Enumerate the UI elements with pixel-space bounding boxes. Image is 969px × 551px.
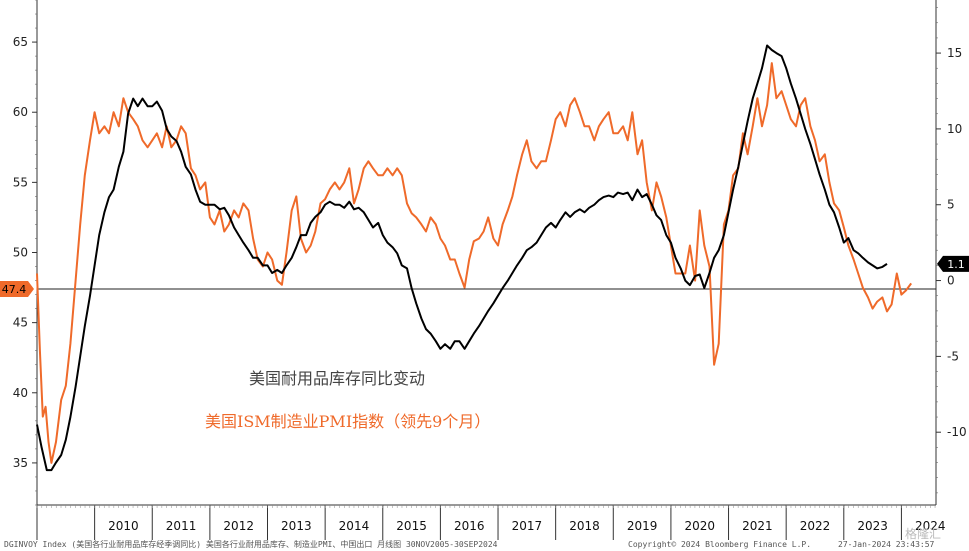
left-tick-label: 50 xyxy=(13,246,28,260)
right-tick-label: 5 xyxy=(947,198,955,212)
right-tick-label: -5 xyxy=(947,349,959,363)
left-tick-label: 40 xyxy=(13,386,28,400)
left-tick-label: 60 xyxy=(13,105,28,119)
year-label: 2022 xyxy=(800,519,831,533)
year-label: 2015 xyxy=(396,519,427,533)
year-label: 2014 xyxy=(339,519,370,533)
series-ism-pmi-line xyxy=(36,62,913,464)
right-tick-label: 10 xyxy=(947,122,962,136)
left-value-badge xyxy=(0,280,34,297)
right-tick-label: 0 xyxy=(947,274,955,288)
year-label: 2017 xyxy=(512,519,543,533)
right-tick-label: -10 xyxy=(947,425,967,439)
left-tick-label: 45 xyxy=(13,316,28,330)
series-layer xyxy=(36,44,913,472)
right-tick-label: 15 xyxy=(947,46,962,60)
left-tick-label: 35 xyxy=(13,456,28,470)
year-label: 2018 xyxy=(569,519,600,533)
footer-source: DGINVOY Index (美国各行业耐用品库存经季调同比) 美国各行业耐用品… xyxy=(4,539,498,549)
x-axis: 2010 2011 2012 2013 2014 2015 2016 2017 2018 2019… xyxy=(36,504,946,540)
year-label: 2011 xyxy=(166,519,197,533)
year-label: 2016 xyxy=(454,519,485,533)
left-axis: 35 40 45 50 55 60 65 xyxy=(13,0,38,506)
year-label: 2023 xyxy=(857,519,888,533)
left-tick-label: 65 xyxy=(13,35,28,49)
legend-ism: 美国ISM制造业PMI指数（领先9个月） xyxy=(205,412,490,431)
year-label: 2010 xyxy=(108,519,139,533)
value-badges: 47.4 1.1 xyxy=(0,255,969,297)
footer-timestamp: 27-Jan-2024 23:43:57 xyxy=(838,540,935,549)
year-label: 2019 xyxy=(627,519,658,533)
series-durable-inventory-line xyxy=(36,44,888,472)
right-value-badge xyxy=(937,255,969,272)
right-axis: -10 -5 0 5 10 15 xyxy=(935,0,967,505)
right-value-badge-label: 1.1 xyxy=(947,258,965,271)
watermark-logo: 格隆汇 xyxy=(905,526,941,541)
left-value-badge-label: 47.4 xyxy=(2,283,27,296)
year-label: 2020 xyxy=(684,519,715,533)
footer-copyright: Copyright© 2024 Bloomberg Finance L.P. xyxy=(628,540,811,549)
year-label: 2013 xyxy=(281,519,312,533)
year-label: 2012 xyxy=(223,519,254,533)
left-tick-label: 55 xyxy=(13,175,28,189)
year-label: 2024 xyxy=(915,519,946,533)
year-label: 2021 xyxy=(742,519,773,533)
legend-inventory: 美国耐用品库存同比变动 xyxy=(249,369,425,388)
